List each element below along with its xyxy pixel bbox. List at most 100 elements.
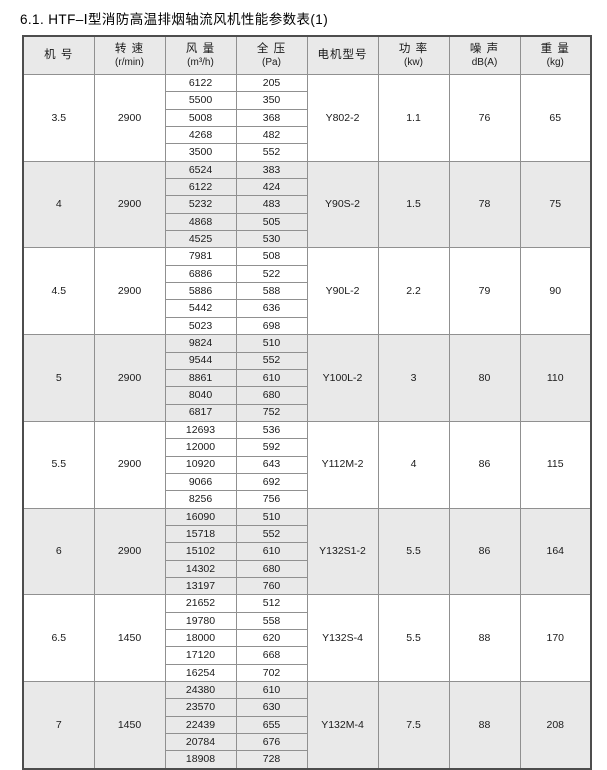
noise-cell: 86 (448, 420, 521, 509)
airflow-cell: 15718 (164, 524, 237, 544)
pressure-cell: 530 (235, 230, 308, 249)
airflow-cell: 6886 (164, 264, 237, 284)
col-header-unit: (kw) (404, 56, 423, 68)
airflow-cell: 7981 (164, 247, 237, 266)
airflow-cell: 6122 (164, 73, 237, 93)
table-row: 14302 680 (23, 559, 591, 578)
table-row: 5023 698 (23, 316, 591, 336)
airflow-cell: 22439 (164, 715, 237, 735)
col-header-label: 噪 声 (469, 42, 500, 55)
airflow-cell: 19780 (164, 611, 237, 631)
motor-model-cell: Y100L-2 (306, 334, 379, 422)
airflow-cell: 12693 (164, 420, 237, 440)
pressure-cell: 630 (235, 698, 308, 717)
airflow-cell: 8040 (164, 386, 237, 405)
airflow-cell: 6524 (164, 160, 237, 180)
col-header-label: 电机型号 (317, 49, 368, 61)
col-header-speed: 转 速 (r/min) (93, 35, 166, 75)
table-row: 6817 752 (23, 403, 591, 422)
pressure-cell: 350 (235, 91, 308, 110)
table-row: 4868 505 (23, 212, 591, 232)
table-row: 10920 643 (23, 455, 591, 474)
table-row: 5.5 2900 12693 536 Y112M-2 4 86 115 (22, 420, 592, 509)
speed-cell: 1450 (93, 681, 166, 770)
pressure-cell: 424 (235, 178, 308, 197)
table-row: 15102 610 (23, 542, 591, 561)
pressure-cell: 668 (235, 646, 308, 665)
pressure-cell: 698 (235, 316, 308, 336)
machine-no-cell: 4 (22, 160, 95, 249)
airflow-cell: 5442 (164, 299, 237, 318)
airflow-cell: 8256 (164, 490, 237, 509)
airflow-cell: 4868 (164, 212, 237, 232)
pressure-cell: 383 (235, 160, 308, 180)
col-header-label: 风 量 (185, 42, 216, 55)
table-row: 7 1450 24380 610 Y132M-4 7.5 88 208 (22, 681, 592, 770)
airflow-cell: 9544 (164, 351, 237, 370)
airflow-cell: 15102 (164, 542, 237, 561)
noise-cell: 79 (448, 247, 521, 336)
airflow-cell: 5008 (164, 108, 237, 128)
table-body: 3.5 2900 6122 205 Y802-2 1.1 76 65 5500 350 5008 36… (22, 73, 592, 770)
table-row: 6 2900 16090 510 Y132S1-2 5.5 86 164 (22, 507, 592, 596)
table-row: 6886 522 (23, 264, 591, 284)
table-row: 15718 552 (23, 524, 591, 544)
weight-cell: 170 (519, 594, 592, 683)
col-header-unit: (kg) (546, 56, 564, 68)
airflow-cell: 5023 (164, 316, 237, 336)
speed-cell: 2900 (93, 334, 166, 422)
col-header-airflow: 风 量 (m³/h) (164, 35, 237, 75)
pressure-cell: 610 (235, 681, 308, 700)
table-row: 19780 558 (23, 611, 591, 631)
airflow-cell: 6817 (164, 403, 237, 422)
col-header-unit: (m³/h) (187, 56, 214, 68)
col-header-label: 机 号 (44, 49, 74, 61)
table-row: 8256 756 (23, 490, 591, 509)
header-row: 机 号转 速 (r/min) 风 量 (m³/h) 全 压 (Pa) 电机型号功 率 (kw)… (22, 35, 592, 75)
pressure-cell: 620 (235, 628, 308, 648)
airflow-cell: 20784 (164, 733, 237, 752)
table-row: 9066 692 (23, 472, 591, 492)
weight-cell: 75 (519, 160, 592, 249)
pressure-cell: 692 (235, 472, 308, 492)
pressure-cell: 536 (235, 420, 308, 440)
weight-cell: 164 (519, 507, 592, 596)
col-header-label: 重 量 (540, 42, 570, 55)
power-cell: 2.2 (377, 247, 450, 336)
airflow-cell: 10920 (164, 455, 237, 474)
pressure-cell: 760 (235, 576, 308, 596)
airflow-cell: 4525 (164, 230, 237, 249)
weight-cell: 208 (519, 681, 592, 770)
machine-no-cell: 3.5 (22, 74, 95, 162)
table-row: 5 2900 9824 510 Y100L-2 3 80 110 (22, 334, 592, 422)
pressure-cell: 643 (235, 455, 308, 474)
table-row: 5232 483 (23, 195, 591, 214)
table-row: 6.5 1450 21652 512 Y132S-4 5.5 88 170 (22, 594, 592, 683)
speed-cell: 2900 (93, 160, 166, 249)
noise-cell: 88 (448, 594, 521, 683)
pressure-cell: 510 (235, 334, 308, 353)
speed-cell: 2900 (93, 74, 166, 162)
pressure-cell: 756 (235, 490, 308, 509)
pressure-cell: 552 (235, 524, 308, 544)
pressure-cell: 508 (235, 247, 308, 266)
motor-model-cell: Y90L-2 (306, 247, 379, 336)
pressure-cell: 676 (235, 733, 308, 752)
motor-model-cell: Y132M-4 (306, 681, 379, 770)
weight-cell: 65 (519, 74, 592, 162)
pressure-cell: 512 (235, 594, 308, 613)
table-row: 18000 620 (23, 628, 591, 648)
col-header-label: 转 速 (114, 42, 145, 55)
airflow-cell: 16090 (164, 507, 237, 526)
airflow-cell: 18000 (164, 628, 237, 648)
airflow-cell: 5232 (164, 195, 237, 214)
airflow-cell: 23570 (164, 698, 237, 717)
airflow-cell: 16254 (164, 663, 237, 683)
pressure-cell: 483 (235, 195, 308, 214)
weight-cell: 115 (519, 420, 592, 509)
airflow-cell: 9824 (164, 334, 237, 353)
motor-model-cell: Y132S-4 (306, 594, 379, 683)
col-header-weight: 重 量 (kg) (519, 35, 592, 75)
machine-no-cell: 6.5 (22, 594, 95, 683)
power-cell: 5.5 (377, 594, 450, 683)
